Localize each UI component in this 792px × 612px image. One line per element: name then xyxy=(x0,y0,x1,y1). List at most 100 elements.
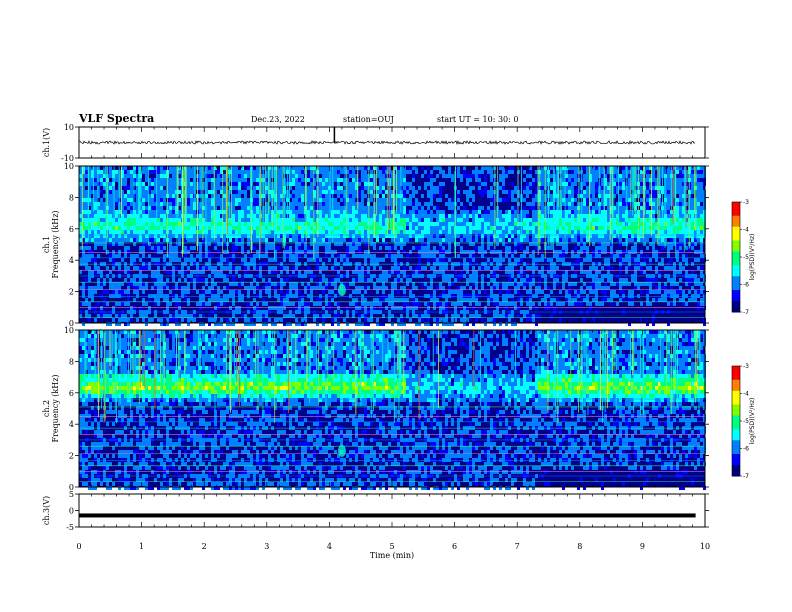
spectrogram-cell xyxy=(595,166,598,170)
spectrogram-cell xyxy=(307,306,310,310)
spectrogram-cell xyxy=(319,258,322,262)
spectrogram-cell xyxy=(211,206,214,210)
spectrogram-cell xyxy=(592,170,595,174)
spectrogram-cell xyxy=(460,302,463,306)
spectrogram-cell xyxy=(154,210,157,214)
spectrogram-cell xyxy=(607,210,610,214)
spectrogram-cell xyxy=(526,238,529,242)
spectrogram-cell xyxy=(295,178,298,182)
spectrogram-cell xyxy=(100,242,103,246)
spectrogram-cell xyxy=(214,218,217,222)
spectrogram-cell xyxy=(121,214,124,218)
spectrogram-cell xyxy=(175,242,178,246)
spectrogram-cell xyxy=(439,250,442,254)
spectrogram-cell xyxy=(139,306,142,310)
spectrogram-cell xyxy=(310,226,313,230)
spectrogram-cell xyxy=(403,190,406,194)
spectrogram-cell xyxy=(436,190,439,194)
spectrogram-cell xyxy=(541,206,544,210)
spectrogram-cell xyxy=(364,258,367,262)
spectrogram-cell xyxy=(517,194,520,198)
spectrogram-cell xyxy=(451,318,454,322)
spectrogram-cell xyxy=(322,306,325,310)
spectrogram-cell xyxy=(313,258,316,262)
spectrogram-cell xyxy=(445,218,448,222)
spectrogram-cell xyxy=(229,306,232,310)
spectrogram-cell xyxy=(136,230,139,234)
spectrogram-cell xyxy=(214,174,217,178)
spectrogram-cell xyxy=(535,294,538,298)
spectrogram-cell xyxy=(454,302,457,306)
spectrogram-cell xyxy=(400,166,403,170)
spectrogram-cell xyxy=(292,226,295,230)
spectrogram-cell xyxy=(532,250,535,254)
spectrogram-cell xyxy=(403,210,406,214)
spectrogram-cell xyxy=(526,314,529,318)
spectrogram-cell xyxy=(280,266,283,270)
spectrogram-cell xyxy=(433,238,436,242)
spectrogram-cell xyxy=(607,218,610,222)
spectrogram-cell xyxy=(133,266,136,270)
spectrogram-cell xyxy=(187,318,190,322)
spectrogram-cell xyxy=(334,230,337,234)
spectrogram-cell xyxy=(205,218,208,222)
spectrogram-cell xyxy=(145,322,148,326)
spectrogram-cell xyxy=(577,234,580,238)
spectrogram-cell xyxy=(571,230,574,234)
spectrogram-cell xyxy=(391,322,394,326)
spectrogram-cell xyxy=(385,182,388,186)
spectrogram-cell xyxy=(265,302,268,306)
spectrogram-cell xyxy=(127,226,130,230)
spectrogram-cell xyxy=(574,246,577,250)
spectrogram-cell xyxy=(337,174,340,178)
spectrogram-cell xyxy=(289,246,292,250)
spectrogram-cell xyxy=(574,230,577,234)
spectrogram-cell xyxy=(175,314,178,318)
spectrogram-cell xyxy=(541,194,544,198)
spectrogram-cell xyxy=(319,190,322,194)
spectrogram-cell xyxy=(583,190,586,194)
spectrogram-cell xyxy=(154,282,157,286)
spectrogram-cell xyxy=(418,238,421,242)
spectrogram-cell xyxy=(130,182,133,186)
spectrogram-cell xyxy=(508,194,511,198)
spectrogram-cell xyxy=(103,282,106,286)
spectrogram-cell xyxy=(241,210,244,214)
spectrogram-cell xyxy=(223,186,226,190)
spectrogram-cell xyxy=(322,242,325,246)
spectrogram-cell xyxy=(370,206,373,210)
spectrogram-cell xyxy=(232,206,235,210)
spectrogram-cell xyxy=(292,198,295,202)
spectrogram-cell xyxy=(502,222,505,226)
spectrogram-cell xyxy=(556,258,559,262)
spectrogram-cell xyxy=(145,234,148,238)
spectrogram-cell xyxy=(190,214,193,218)
spectrogram-cell xyxy=(136,174,139,178)
spectrogram-cell xyxy=(577,194,580,198)
spectrogram-cell xyxy=(112,178,115,182)
spectrogram-cell xyxy=(307,286,310,290)
spectrogram-cell xyxy=(160,286,163,290)
spectrogram-cell xyxy=(241,282,244,286)
spectrogram-cell xyxy=(523,250,526,254)
spectrogram-cell xyxy=(610,214,613,218)
spectrogram-cell xyxy=(433,234,436,238)
spectrogram-cell xyxy=(373,258,376,262)
spectrogram-cell xyxy=(565,278,568,282)
spectrogram-cell xyxy=(421,206,424,210)
spectrogram-cell xyxy=(208,170,211,174)
spectrogram-cell xyxy=(472,214,475,218)
spectrogram-cell xyxy=(379,202,382,206)
spectrogram-cell xyxy=(466,178,469,182)
spectrogram-cell xyxy=(139,198,142,202)
spectrogram-cell xyxy=(232,166,235,170)
spectrogram-cell xyxy=(199,222,202,226)
spectrogram-cell xyxy=(277,298,280,302)
spectrogram-cell xyxy=(238,178,241,182)
spectrogram-cell xyxy=(292,302,295,306)
spectrogram-cell xyxy=(91,290,94,294)
spectrogram-cell xyxy=(205,266,208,270)
spectrogram-cell xyxy=(385,254,388,258)
spectrogram-cell xyxy=(205,166,208,170)
spectrogram-cell xyxy=(382,190,385,194)
